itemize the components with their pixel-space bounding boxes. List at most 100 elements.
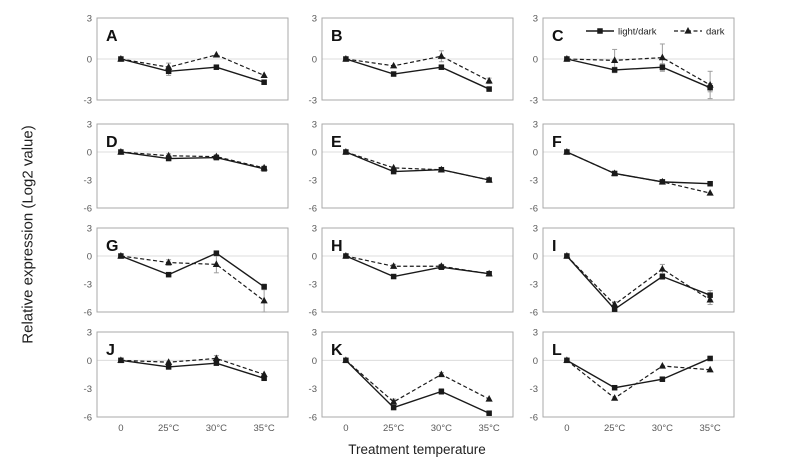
- series-light-dark-line: [566, 357, 711, 389]
- series-light-dark-line: [120, 58, 265, 83]
- y-tick-label: -3: [84, 280, 92, 291]
- marker-square: [165, 155, 172, 162]
- series-dark-line: [120, 357, 265, 376]
- y-tick-label: -3: [530, 280, 538, 291]
- marker-square: [390, 168, 397, 175]
- y-tick-label: -6: [309, 308, 317, 319]
- y-tick-label: 3: [312, 328, 317, 339]
- marker-triangle: [611, 394, 619, 401]
- marker-triangle: [563, 252, 571, 259]
- series-light-dark-line: [120, 151, 265, 170]
- marker-triangle: [212, 260, 220, 267]
- marker-triangle: [117, 252, 125, 259]
- y-tick-label: -6: [530, 413, 538, 424]
- marker-triangle: [437, 262, 445, 269]
- series-light-dark-line: [566, 255, 711, 311]
- x-tick-label: 30°C: [431, 423, 452, 434]
- marker-triangle: [390, 61, 398, 69]
- marker-triangle: [117, 55, 125, 62]
- marker-triangle: [390, 397, 398, 405]
- marker-square: [261, 375, 267, 382]
- y-tick-label: 3: [533, 14, 538, 25]
- marker-triangle: [485, 176, 493, 183]
- panel-border: [542, 331, 735, 418]
- y-tick-label: -3: [530, 384, 538, 395]
- panel-letter: J: [106, 342, 115, 359]
- x-tick-label: 0: [564, 423, 569, 434]
- y-tick-label: 3: [312, 120, 317, 131]
- marker-square: [390, 404, 397, 411]
- x-tick-label: 35°C: [700, 423, 721, 434]
- y-tick-label: 0: [533, 356, 538, 367]
- x-tick-label: 25°C: [383, 423, 404, 434]
- marker-triangle: [390, 262, 398, 269]
- x-tick-label: 30°C: [652, 423, 673, 434]
- series-light-dark-line: [566, 151, 711, 185]
- marker-triangle: [437, 370, 445, 378]
- marker-triangle: [212, 50, 220, 58]
- x-tick-label: 0: [343, 423, 348, 434]
- panel-letter: B: [331, 28, 343, 45]
- y-tick-label: 0: [312, 148, 317, 159]
- panel-letter: A: [106, 28, 118, 45]
- marker-triangle: [260, 71, 268, 78]
- y-tick-label: 0: [87, 252, 92, 263]
- marker-triangle: [706, 189, 714, 196]
- marker-triangle: [165, 151, 173, 159]
- x-tick-label: 25°C: [604, 423, 625, 434]
- marker-triangle: [260, 163, 268, 171]
- panel-border: [321, 331, 514, 418]
- marker-square: [261, 79, 267, 85]
- x-tick-label: 0: [118, 423, 123, 434]
- marker-square: [165, 364, 172, 370]
- panel-border: [96, 227, 289, 313]
- marker-triangle: [611, 300, 619, 308]
- panel-J: 3 0 -3 -6 0 25°C 30°C 35°C J: [84, 328, 289, 434]
- marker-triangle: [437, 52, 445, 59]
- x-tick-label: 35°C: [479, 423, 500, 434]
- marker-square: [486, 86, 492, 92]
- y-tick-label: -6: [309, 413, 317, 424]
- panel-G: 3 0 -3 -6 G: [84, 224, 289, 319]
- series-dark-line: [566, 359, 711, 399]
- marker-square: [611, 67, 618, 73]
- panel-D: 3 0 -3 -6 D: [84, 120, 289, 215]
- panel-border: [321, 17, 514, 101]
- y-tick-label: 0: [312, 356, 317, 367]
- x-tick-label: 30°C: [206, 423, 227, 434]
- marker-square: [213, 360, 220, 366]
- panel-border: [542, 123, 735, 209]
- y-tick-label: 3: [312, 224, 317, 235]
- y-tick-label: 3: [312, 14, 317, 25]
- marker-triangle: [117, 148, 125, 155]
- series-light-dark-line: [345, 58, 490, 90]
- y-tick-label: -6: [530, 204, 538, 215]
- series-light-dark-line: [120, 359, 265, 379]
- marker-triangle: [260, 370, 268, 378]
- marker-triangle: [658, 53, 666, 61]
- series-light-dark-line: [345, 151, 490, 181]
- panel-letter: E: [331, 134, 342, 151]
- series-dark-line: [566, 255, 711, 306]
- marker-triangle: [706, 80, 714, 88]
- panel-I: 3 0 -3 -6 I: [530, 224, 735, 319]
- y-tick-label: -6: [84, 204, 92, 215]
- y-tick-label: -6: [309, 204, 317, 215]
- marker-square: [707, 84, 713, 91]
- marker-square: [213, 64, 220, 70]
- marker-triangle: [212, 354, 220, 362]
- y-tick-label: -3: [309, 176, 317, 187]
- marker-square: [165, 68, 172, 75]
- panel-E: 3 0 -3 -6 E: [309, 120, 514, 215]
- marker-triangle: [390, 163, 398, 171]
- y-tick-label: -6: [530, 308, 538, 319]
- panel-border: [96, 331, 289, 418]
- marker-triangle: [658, 362, 666, 369]
- marker-square: [659, 376, 666, 382]
- panel-letter: F: [552, 134, 562, 151]
- legend-label-dark: dark: [706, 27, 725, 38]
- marker-square: [390, 273, 397, 280]
- panel-F: 3 0 -3 -6 F: [530, 120, 735, 215]
- y-tick-label: 3: [87, 120, 92, 131]
